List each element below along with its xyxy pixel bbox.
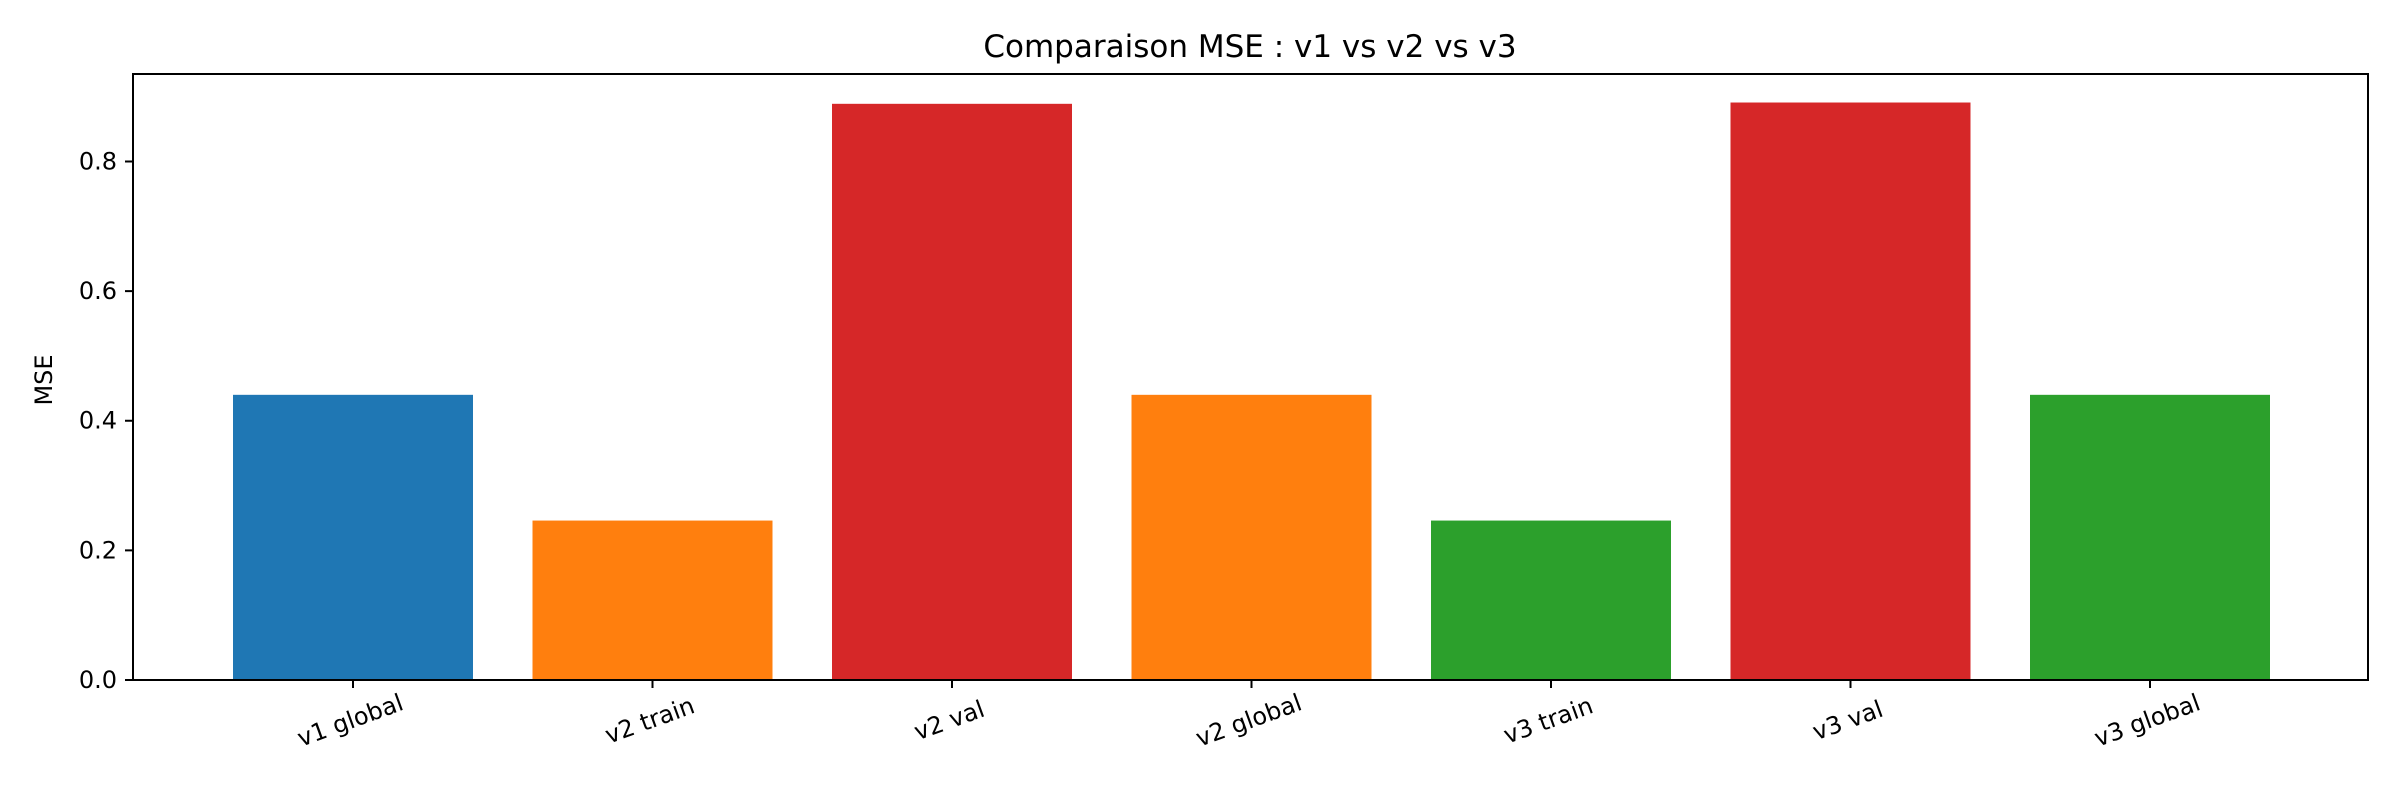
x-tick-label: v3 val — [1809, 695, 1887, 746]
bars-group — [233, 102, 2270, 681]
bar-v2-train — [532, 520, 773, 680]
x-tick-label: v3 train — [1500, 691, 1597, 749]
bar-v2-global — [1131, 394, 1372, 680]
bar-v3-global — [2030, 394, 2270, 680]
plot-area-frame — [132, 73, 2369, 681]
y-ticks-group: 0.0 0.2 0.4 0.6 0.8 — [79, 147, 133, 694]
x-tick-label: v2 global — [1192, 688, 1305, 752]
x-tick-label: v2 val — [910, 695, 988, 746]
bar-v2-val — [832, 103, 1072, 680]
y-axis-label: MSE — [30, 354, 58, 405]
x-tick-label: v2 train — [601, 691, 698, 749]
bar-v3-val — [1730, 102, 1971, 681]
y-tick-label: 0.0 — [79, 666, 117, 694]
y-tick-label: 0.6 — [79, 277, 117, 305]
bar-v3-train — [1431, 520, 1671, 680]
chart-title: Comparaison MSE : v1 vs v2 vs v3 — [983, 29, 1516, 65]
y-tick-label: 0.2 — [79, 536, 117, 564]
x-tick-label: v3 global — [2091, 688, 2204, 752]
x-ticks-group: v1 global v2 train v2 val v2 global v3 train… — [294, 680, 2204, 753]
y-tick-label: 0.4 — [79, 407, 117, 435]
bar-v1-global — [233, 394, 473, 680]
y-tick-label: 0.8 — [79, 147, 117, 175]
x-tick-label: v1 global — [294, 688, 407, 752]
